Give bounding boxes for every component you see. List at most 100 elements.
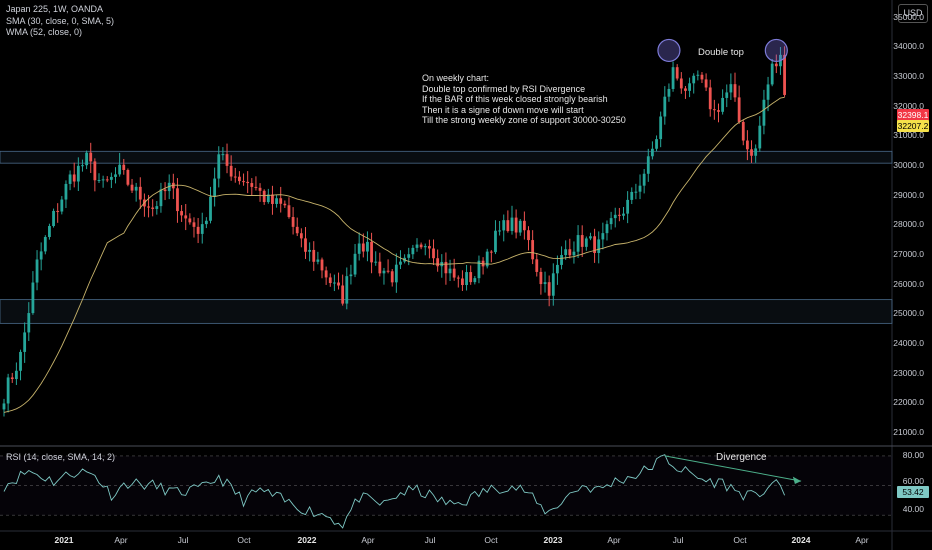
- candle-body: [543, 282, 547, 285]
- time-axis-label: 2021: [54, 535, 74, 545]
- time-axis-label: Apr: [607, 535, 621, 545]
- candle-body: [737, 97, 741, 122]
- candle-body: [613, 214, 617, 219]
- candle-body: [229, 165, 233, 177]
- candle-body: [589, 236, 592, 239]
- rsi-line: [3, 454, 786, 529]
- candle-body: [295, 226, 299, 234]
- candle-body: [593, 236, 596, 253]
- candle-body: [138, 186, 142, 200]
- candle-body: [498, 230, 501, 232]
- note-line: Till the strong weekly zone of support 3…: [422, 115, 626, 125]
- time-axis-label: Jul: [177, 535, 189, 545]
- candle-body: [576, 235, 580, 252]
- candle-body: [76, 165, 80, 182]
- candle-body: [642, 173, 646, 186]
- currency-button[interactable]: USD: [898, 4, 928, 23]
- candle-body: [432, 248, 435, 259]
- price-axis-label: 21000.0: [893, 427, 924, 438]
- candle-body: [605, 224, 609, 234]
- time-axis-label: Apr: [114, 535, 128, 545]
- sma-indicator-label[interactable]: SMA (30, close, 0, SMA, 5): [6, 15, 115, 26]
- candle-body: [23, 332, 27, 352]
- price-axis-label: 34000.0: [893, 41, 924, 52]
- time-axis-label: 2024: [791, 535, 811, 545]
- price-axis-label: 27000.0: [893, 249, 924, 260]
- note-line: On weekly chart:: [422, 73, 490, 83]
- candle-body: [399, 261, 402, 265]
- analysis-note: On weekly chart: Double top confirmed by…: [422, 73, 626, 126]
- candle-body: [411, 247, 415, 255]
- candle-body: [2, 403, 6, 410]
- candle-body: [436, 258, 440, 267]
- candle-body: [266, 194, 270, 203]
- time-axis-label: Jul: [424, 535, 436, 545]
- candle-body: [733, 84, 737, 98]
- rsi-level-80: 80.00: [902, 450, 924, 460]
- candle-body: [560, 255, 563, 265]
- price-axis-label: 35000.0: [893, 11, 924, 22]
- candle-body: [477, 260, 481, 279]
- candle-body: [176, 188, 179, 212]
- rsi-level-40: 40.00: [902, 504, 924, 514]
- candle-body: [419, 244, 423, 248]
- price-axis-label: 33000.0: [893, 71, 924, 82]
- wma-indicator-label[interactable]: WMA (52, close, 0): [6, 27, 83, 37]
- candle-body: [390, 271, 394, 283]
- candle-body: [151, 207, 155, 209]
- candle-body: [539, 271, 543, 285]
- candle-body: [250, 183, 254, 187]
- time-axis-label: Apr: [855, 535, 869, 545]
- note-line: Double top confirmed by RSI Divergence: [422, 83, 586, 94]
- candle-body: [271, 194, 274, 204]
- price-axis-label: 32000.0: [893, 100, 924, 111]
- candle-body: [601, 233, 605, 240]
- candle-body: [6, 377, 10, 404]
- candle-body: [246, 181, 250, 184]
- price-axis-label: 30000.0: [893, 160, 924, 171]
- rsi-level-60: 60.00: [902, 476, 924, 486]
- time-axis-label: Apr: [361, 535, 375, 545]
- candle-body: [663, 96, 667, 117]
- candle-body: [262, 190, 266, 203]
- candle-body: [386, 270, 390, 272]
- divergence-label: Divergence: [716, 452, 767, 463]
- candle-body: [547, 282, 551, 296]
- price-axis-label: 31000.0: [893, 130, 924, 141]
- candle-body: [634, 191, 638, 193]
- candle-body: [448, 268, 452, 274]
- support-zone: [0, 150, 893, 164]
- candle-body: [568, 249, 572, 256]
- candle-body: [238, 176, 241, 182]
- candle-body: [254, 186, 258, 188]
- candle-body: [423, 246, 427, 248]
- candle-body: [19, 351, 22, 371]
- candle-body: [717, 110, 720, 112]
- candle-body: [750, 149, 753, 156]
- candle-body: [357, 243, 361, 254]
- candle-body: [551, 273, 555, 296]
- candle-body: [655, 139, 658, 149]
- candle-body: [85, 152, 88, 166]
- candle-body: [754, 148, 758, 156]
- rsi-indicator-label[interactable]: RSI (14, close, SMA, 14, 2): [6, 452, 116, 462]
- candle-body: [556, 264, 559, 274]
- candle-body: [122, 164, 126, 170]
- candle-body: [204, 220, 208, 225]
- price-axis-label: 29000.0: [893, 189, 924, 200]
- candle-body: [374, 261, 378, 263]
- candle-body: [312, 249, 316, 262]
- price-axis-label: 23000.0: [893, 367, 924, 378]
- candle-body: [10, 377, 14, 380]
- double-top-circle-2: [764, 38, 788, 63]
- candle-body: [617, 214, 621, 216]
- candle-body: [382, 270, 386, 274]
- candle-body: [275, 198, 278, 204]
- candle-body: [725, 92, 729, 98]
- candle-body: [287, 205, 291, 218]
- candle-body: [766, 84, 770, 100]
- candle-body: [27, 313, 31, 333]
- candle-body: [597, 239, 601, 253]
- candle-body: [43, 237, 47, 252]
